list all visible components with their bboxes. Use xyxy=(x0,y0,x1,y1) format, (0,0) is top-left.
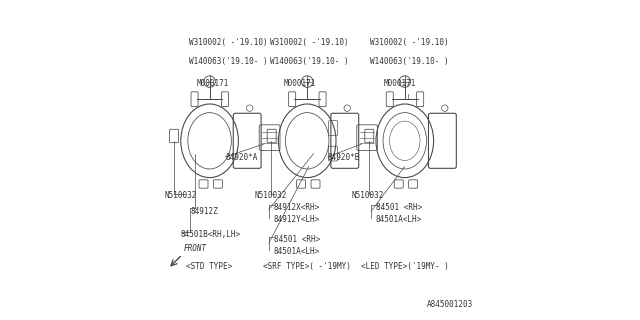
Text: M000171: M000171 xyxy=(283,79,316,88)
Text: 84912Z: 84912Z xyxy=(191,207,218,216)
Text: 84501A<LH>: 84501A<LH> xyxy=(376,215,422,224)
Text: W140063('19.10- ): W140063('19.10- ) xyxy=(370,57,448,66)
Text: W310002( -'19.10): W310002( -'19.10) xyxy=(370,38,448,47)
Text: 84912Y<LH>: 84912Y<LH> xyxy=(274,215,320,224)
Text: <SRF TYPE>( -'19MY): <SRF TYPE>( -'19MY) xyxy=(263,262,351,271)
Text: W140063('19.10- ): W140063('19.10- ) xyxy=(189,57,268,66)
Text: A845001203: A845001203 xyxy=(428,300,474,309)
Text: W310002( -'19.10): W310002( -'19.10) xyxy=(270,38,349,47)
Text: N510032: N510032 xyxy=(352,191,385,200)
Text: 84501 <RH>: 84501 <RH> xyxy=(376,203,422,212)
Text: M000171: M000171 xyxy=(384,79,417,88)
Text: <LED TYPE>('19MY- ): <LED TYPE>('19MY- ) xyxy=(361,262,449,271)
Text: 84912X<RH>: 84912X<RH> xyxy=(274,203,320,212)
Text: N510032: N510032 xyxy=(165,191,197,200)
Text: W310002( -'19.10): W310002( -'19.10) xyxy=(189,38,268,47)
Text: 84920*A: 84920*A xyxy=(226,153,258,162)
Text: 84920*B: 84920*B xyxy=(328,153,360,162)
Text: 84501 <RH>: 84501 <RH> xyxy=(274,235,320,244)
Text: FRONT: FRONT xyxy=(184,244,207,253)
Text: N510032: N510032 xyxy=(254,191,287,200)
Text: 84501B<RH,LH>: 84501B<RH,LH> xyxy=(181,230,241,239)
Text: M000171: M000171 xyxy=(197,79,229,88)
Text: W140063('19.10- ): W140063('19.10- ) xyxy=(270,57,349,66)
Text: 84501A<LH>: 84501A<LH> xyxy=(274,247,320,256)
Text: <STD TYPE>: <STD TYPE> xyxy=(186,262,233,271)
